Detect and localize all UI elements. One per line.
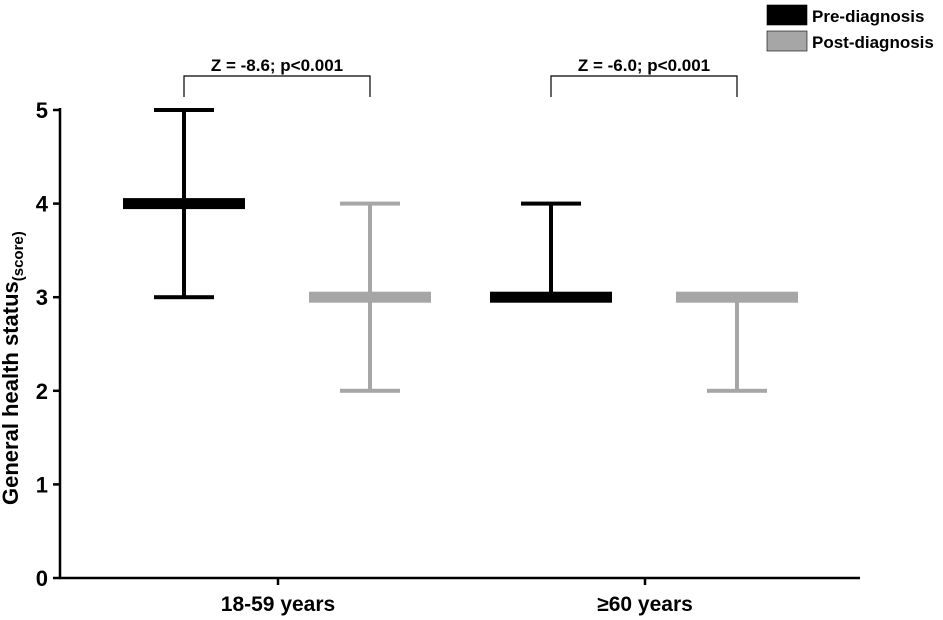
x-tick-label: 18-59 years [221, 593, 335, 616]
y-tick-label: 0 [36, 566, 48, 591]
range-mark [490, 201, 612, 303]
high-cap [340, 201, 400, 206]
high-cap [154, 108, 214, 112]
median-bar [309, 291, 431, 303]
low-cap [154, 295, 214, 300]
comparison-label: Z = -8.6; p<0.001 [211, 56, 343, 75]
legend-swatch [766, 4, 808, 26]
x-axis-ticks: 18-59 years ≥60 years [221, 578, 693, 616]
range-mark [309, 201, 431, 393]
median-bar [490, 291, 612, 303]
y-tick-label: 4 [36, 192, 49, 217]
axes [58, 108, 860, 580]
low-cap [707, 388, 767, 393]
comparison-bracket [183, 75, 371, 97]
y-tick-label: 1 [36, 472, 48, 497]
comparison-bracket [550, 75, 738, 97]
low-cap [340, 388, 400, 393]
median-bar [123, 198, 245, 210]
x-tick-label: ≥60 years [597, 593, 693, 616]
y-tick-label: 2 [36, 379, 48, 404]
y-axis-label-text: General health status [0, 281, 23, 505]
data-marks [123, 108, 798, 393]
comparison-label: Z = -6.0; p<0.001 [578, 56, 710, 75]
y-axis-label-subscript: (score) [10, 231, 27, 282]
y-axis-ticks: 0 1 2 3 4 5 [36, 98, 60, 591]
legend-swatch [766, 30, 808, 52]
range-mark [123, 108, 245, 300]
legend-label: Pre-diagnosis [812, 7, 924, 26]
y-tick-label: 3 [36, 285, 48, 310]
legend: Pre-diagnosis Post-diagnosis [766, 4, 934, 52]
y-tick-label: 5 [36, 98, 48, 123]
high-cap [521, 201, 581, 206]
median-bar [676, 291, 798, 303]
legend-label: Post-diagnosis [812, 33, 934, 52]
range-stem [549, 203, 553, 298]
significance-annotations: Z = -8.6; p<0.001 Z = -6.0; p<0.001 [183, 56, 738, 97]
range-mark [676, 291, 798, 393]
range-stem [735, 297, 739, 391]
